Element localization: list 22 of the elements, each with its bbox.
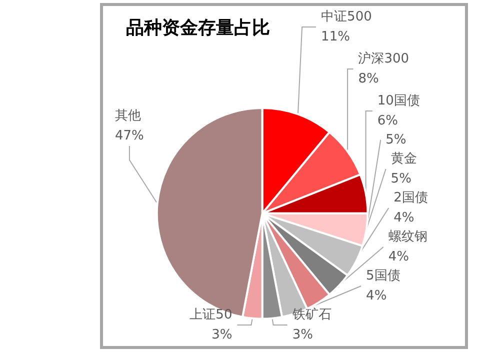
data-label: 4% — [366, 288, 387, 304]
slice-label: 其他 — [115, 108, 141, 124]
slice-label: 铁矿石 — [291, 308, 332, 322]
data-label: 5% — [390, 172, 412, 186]
data-label: 6% — [377, 114, 398, 128]
slice-label: 黄金 — [390, 152, 417, 166]
slice-label: 10国债 — [377, 94, 420, 108]
slice-label: 沪深300 — [358, 50, 410, 66]
data-label: 3% — [212, 328, 232, 342]
data-label: 4% — [388, 250, 409, 264]
data-label: 47% — [115, 128, 144, 144]
text: 品种资金存量占比 — [126, 18, 270, 38]
slice-label: 螺纹钢 — [388, 230, 428, 244]
slice-label: 上证50 — [190, 308, 232, 322]
slice-label: 2国债 — [394, 190, 428, 206]
data-label: 4% — [394, 210, 414, 226]
data-label: 5% — [386, 132, 406, 148]
slice-label: 5国债 — [366, 268, 400, 284]
data-label: 11% — [321, 30, 350, 44]
data-label: 8% — [358, 72, 379, 86]
data-label: 3% — [292, 328, 313, 342]
slice-label: 中证500 — [321, 10, 372, 24]
